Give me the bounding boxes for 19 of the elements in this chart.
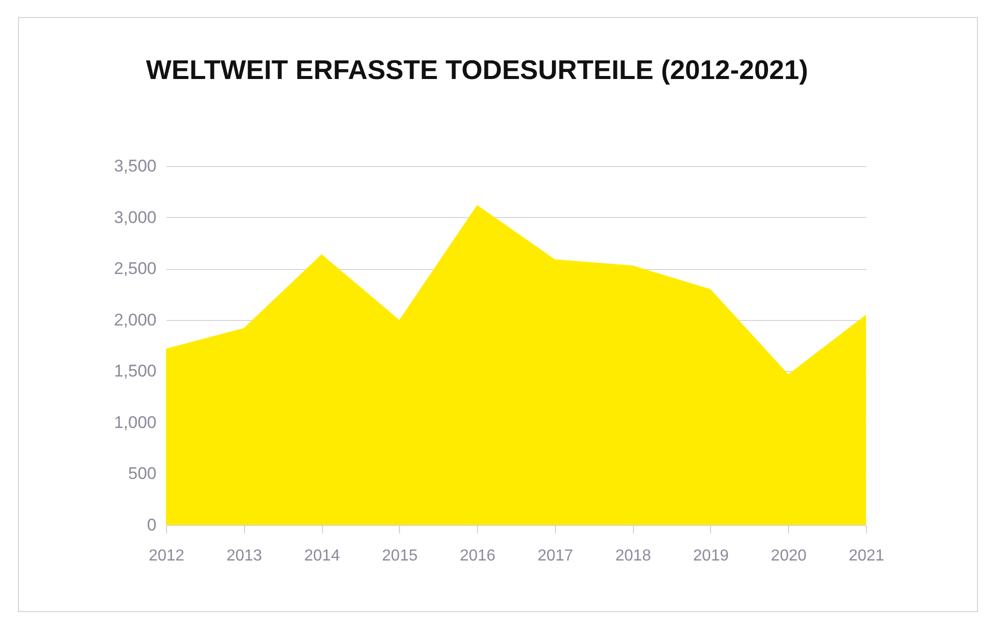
x-tick-label: 2012 [148,548,184,564]
y-tick-label: 1,000 [114,412,156,432]
x-tick-label: 2017 [538,548,574,564]
x-tick-label: 2018 [615,548,652,564]
x-tick-label: 2013 [226,548,262,564]
y-tick-label: 500 [128,464,156,484]
y-tick-label: 2,000 [114,310,156,330]
x-tick-label: 2016 [460,548,496,564]
y-tick-label: 3,500 [114,156,156,176]
chart-title: WELTWEIT ERFASSTE TODESURTEILE (2012-2021) [146,55,808,85]
x-tick-label: 2020 [770,548,807,564]
x-tick-label: 2021 [848,548,884,564]
y-tick-label: 3,000 [114,208,156,227]
y-tick-label: 1,500 [114,362,156,381]
x-tick-label: 2019 [693,548,729,564]
x-tick-label: 2015 [382,548,418,564]
y-tick-label: 0 [147,516,156,534]
y-tick-label: 2,500 [114,259,156,278]
x-tick-label: 2014 [304,548,340,564]
